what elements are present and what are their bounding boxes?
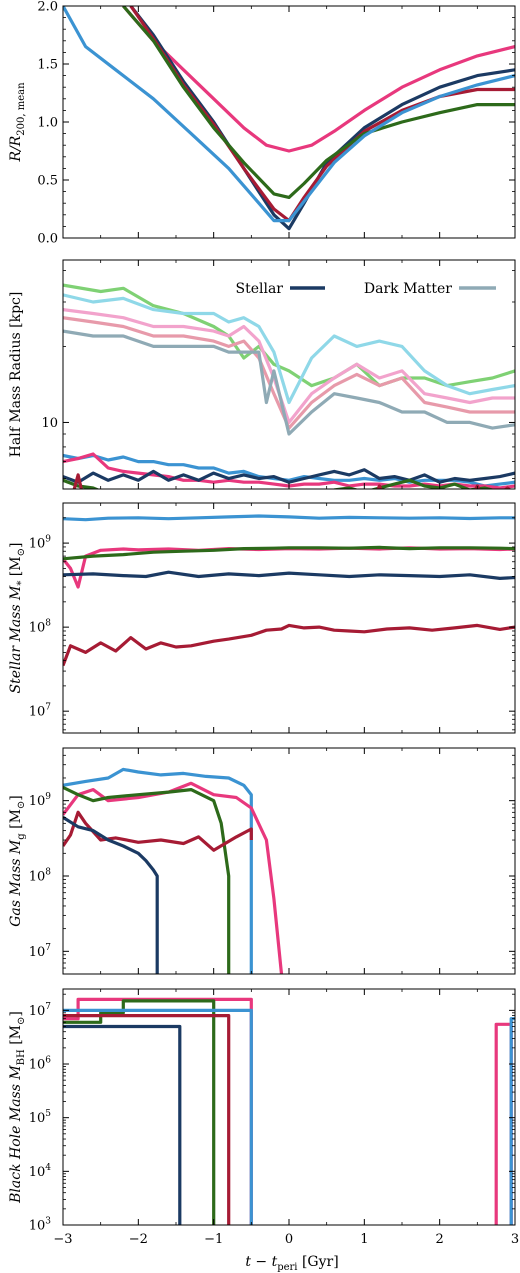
series-line-2 <box>63 293 515 405</box>
series-group <box>63 997 515 1225</box>
series-line-5 <box>63 816 159 974</box>
x-tick-label: −1 <box>204 1232 223 1247</box>
series-line-8 <box>63 468 515 484</box>
panel-2: 10 Half Mass Radius [kpc] Stellar Dark Matt… <box>8 259 516 490</box>
axes-frame <box>62 5 516 239</box>
series-line-6 <box>63 453 515 488</box>
y-axis-label: Gas Mass Mg [M⊙] <box>8 795 27 927</box>
legend: Stellar Dark Matter <box>236 281 496 297</box>
y-tick-label: 0.5 <box>37 174 58 189</box>
axes-frame <box>62 502 516 734</box>
y-tick-label: 0.0 <box>37 232 58 247</box>
series-group <box>63 6 515 231</box>
y-tick-label: 106 <box>29 1056 52 1073</box>
panels: 0.0 0.5 1.0 1.5 2.0 R/R200, mean 10 Half Mass R… <box>8 0 516 1234</box>
y-tick-label: 108 <box>29 867 52 884</box>
axes-frame <box>62 988 516 1226</box>
series-line-2 <box>63 999 216 1225</box>
y-tick-label: 107 <box>29 703 52 720</box>
y-tick-label: 1.0 <box>37 116 58 131</box>
series-line-4 <box>63 570 515 581</box>
series-line-1 <box>63 767 253 974</box>
series-group <box>63 767 284 974</box>
y-tick-label: 109 <box>29 535 52 552</box>
y-tick-label: 109 <box>29 792 52 809</box>
x-tick-label: 3 <box>511 1232 519 1247</box>
y-axis-label: R/R200, mean <box>8 82 27 163</box>
series-group <box>63 514 515 667</box>
axes-frame <box>62 747 516 975</box>
series-line-5 <box>63 329 515 436</box>
series-line-1 <box>63 997 253 1225</box>
y-tick-label: 105 <box>29 1109 52 1126</box>
series-line-4 <box>63 810 253 852</box>
series-line-1 <box>63 514 515 522</box>
series-line-5 <box>63 6 515 223</box>
y-tick-label: 107 <box>29 1002 52 1019</box>
y-axis-label: Half Mass Radius [kpc] <box>8 292 24 458</box>
series-line-1 <box>122 6 515 153</box>
y-tick-label: 10 <box>41 416 58 431</box>
x-tick-label: 1 <box>360 1232 368 1247</box>
y-tick-label: 1.5 <box>37 58 58 73</box>
x-tick-label: 2 <box>436 1232 444 1247</box>
series-line-1 <box>63 283 515 388</box>
series-line-4 <box>63 316 515 430</box>
x-axis: −3 −2 −1 0 1 2 3 t − tperi [Gyr] <box>53 1232 519 1273</box>
series-line-3 <box>129 6 515 223</box>
series-line-3 <box>63 545 515 561</box>
x-tick-label: −2 <box>129 1232 148 1247</box>
series-line-4 <box>63 1013 231 1225</box>
series-line-4 <box>122 6 515 199</box>
legend-label-dark-matter: Dark Matter <box>364 281 452 297</box>
series-line-6 <box>494 1022 513 1225</box>
series-line-3 <box>63 1008 253 1225</box>
y-tick-label: 103 <box>29 1217 52 1234</box>
x-axis-label: t − tperi [Gyr] <box>245 1254 338 1273</box>
series-line-3 <box>63 308 515 424</box>
y-tick-label: 104 <box>29 1163 52 1180</box>
x-tick-label: −3 <box>53 1232 72 1247</box>
legend-label-stellar: Stellar <box>236 281 284 297</box>
series-line-2 <box>63 781 284 974</box>
y-tick-label: 108 <box>29 619 52 636</box>
series-line-3 <box>63 785 231 974</box>
y-axis-label: Stellar Mass M* [M⊙] <box>8 543 27 694</box>
y-axis-label: Black Hole Mass MBH [M⊙] <box>8 1011 27 1204</box>
y-tick-label: 107 <box>29 943 52 960</box>
series-line-2 <box>129 6 515 231</box>
series-line-5 <box>63 1024 182 1225</box>
panel-1: 0.0 0.5 1.0 1.5 2.0 R/R200, mean <box>8 0 516 247</box>
x-tick-label: 0 <box>285 1232 293 1247</box>
y-tick-label: 2.0 <box>37 0 58 15</box>
series-line-7 <box>509 1017 515 1225</box>
series-line-5 <box>63 623 515 667</box>
